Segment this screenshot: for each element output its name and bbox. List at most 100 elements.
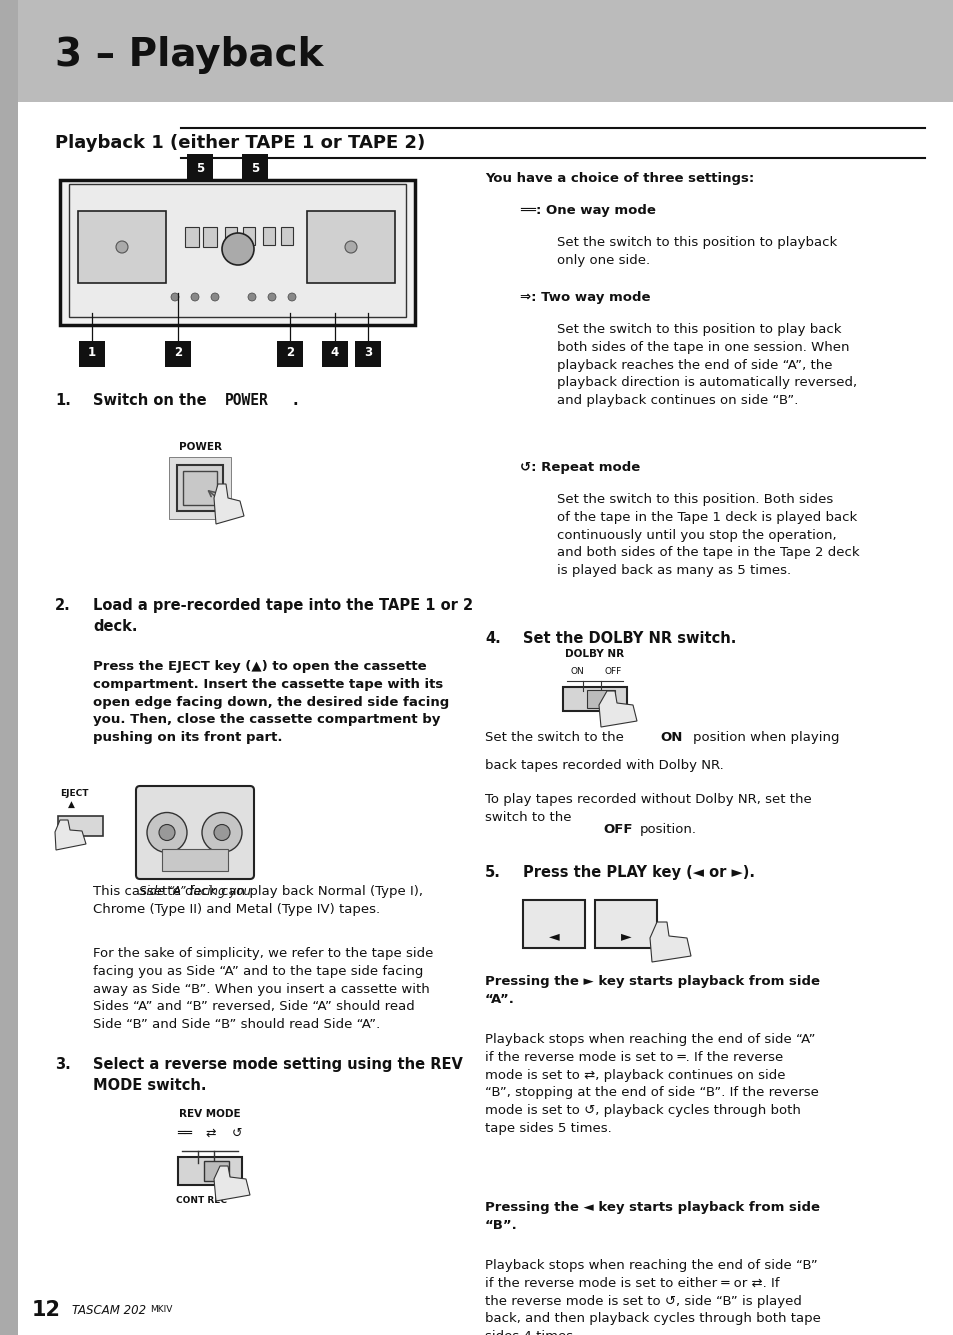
Text: Pressing the ◄ key starts playback from side
“B”.: Pressing the ◄ key starts playback from … [484, 1202, 820, 1232]
Bar [79, 340, 105, 367]
Text: EJECT: EJECT [60, 789, 89, 798]
Text: REV MODE: REV MODE [179, 1109, 240, 1119]
Bar [263, 227, 274, 246]
Text: POWER: POWER [225, 392, 269, 409]
Text: 1: 1 [88, 347, 96, 359]
Bar [69, 184, 406, 316]
Text: CONT REC: CONT REC [176, 1196, 227, 1206]
Circle shape [288, 292, 295, 300]
Bar [322, 340, 348, 367]
Bar [78, 211, 166, 283]
Text: OFF: OFF [604, 668, 621, 676]
Text: To play tapes recorded without Dolby NR, set the
switch to the: To play tapes recorded without Dolby NR,… [484, 793, 811, 824]
Bar [243, 227, 254, 246]
Text: Press the EJECT key (▲) to open the cassette
compartment. Insert the cassette ta: Press the EJECT key (▲) to open the cass… [92, 659, 449, 744]
Text: position when playing: position when playing [692, 732, 839, 744]
Bar [60, 180, 415, 324]
Text: You have a choice of three settings:: You have a choice of three settings: [484, 172, 754, 186]
Bar [242, 154, 268, 180]
Text: Playback stops when reaching the end of side “A”
if the reverse mode is set to ═: Playback stops when reaching the end of … [484, 1033, 818, 1135]
Bar [586, 690, 615, 708]
Text: 2: 2 [286, 347, 294, 359]
Circle shape [159, 825, 174, 841]
Circle shape [268, 292, 275, 300]
Bar [281, 227, 293, 246]
Text: 4.: 4. [484, 631, 500, 646]
Bar [187, 154, 213, 180]
FancyBboxPatch shape [162, 849, 228, 870]
Text: Side “A” facing you: Side “A” facing you [139, 885, 251, 898]
Text: ↺: Repeat mode: ↺: Repeat mode [519, 461, 639, 474]
Bar [177, 465, 223, 511]
Bar [276, 340, 303, 367]
Bar [595, 900, 657, 948]
Text: 5.: 5. [484, 865, 500, 880]
Circle shape [171, 292, 179, 300]
Text: Playback 1 (either TAPE 1 or TAPE 2): Playback 1 (either TAPE 1 or TAPE 2) [55, 134, 425, 152]
Bar [169, 457, 231, 519]
Bar [0, 0, 18, 1335]
Circle shape [213, 825, 230, 841]
Bar [185, 227, 199, 247]
Text: Playback stops when reaching the end of side “B”
if the reverse mode is set to e: Playback stops when reaching the end of … [484, 1259, 820, 1335]
Circle shape [191, 292, 199, 300]
Text: 3 – Playback: 3 – Playback [55, 36, 323, 73]
Text: .: . [292, 392, 297, 409]
Circle shape [211, 292, 219, 300]
Bar [203, 227, 216, 247]
Bar [183, 471, 216, 505]
Text: Select a reverse mode setting using the REV
MODE switch.: Select a reverse mode setting using the … [92, 1057, 462, 1093]
Bar [522, 900, 584, 948]
Text: Press the PLAY key (◄ or ►).: Press the PLAY key (◄ or ►). [522, 865, 754, 880]
Polygon shape [55, 820, 86, 850]
Text: POWER: POWER [178, 442, 221, 453]
Circle shape [202, 813, 242, 853]
Circle shape [147, 813, 187, 853]
Text: ══: ══ [177, 1127, 193, 1140]
Text: ►: ► [620, 929, 631, 943]
Bar [562, 688, 626, 712]
Text: This cassette deck can play back Normal (Type I),
Chrome (Type II) and Metal (Ty: This cassette deck can play back Normal … [92, 885, 422, 916]
Text: Set the switch to the: Set the switch to the [484, 732, 623, 744]
Text: ON: ON [570, 668, 583, 676]
Text: Set the switch to this position. Both sides
of the tape in the Tape 1 deck is pl: Set the switch to this position. Both si… [557, 493, 859, 577]
Text: ⇒: Two way mode: ⇒: Two way mode [519, 291, 650, 304]
Text: 2.: 2. [55, 598, 71, 613]
Text: ▲: ▲ [68, 800, 74, 809]
Bar [355, 340, 380, 367]
Text: TASCAM 202: TASCAM 202 [71, 1303, 146, 1316]
Polygon shape [213, 485, 244, 525]
Bar [178, 1157, 242, 1185]
Text: Pressing the ► key starts playback from side
“A”.: Pressing the ► key starts playback from … [484, 975, 820, 1005]
Polygon shape [213, 1165, 250, 1202]
Text: 3: 3 [363, 347, 372, 359]
Text: DOLBY NR: DOLBY NR [565, 649, 624, 659]
Bar [58, 816, 103, 836]
FancyBboxPatch shape [136, 786, 253, 878]
Text: PLAY: PLAY [540, 906, 567, 916]
Circle shape [345, 242, 356, 254]
Text: OFF: OFF [602, 822, 632, 836]
Text: 1.: 1. [55, 392, 71, 409]
Bar [204, 1161, 229, 1181]
Bar [165, 340, 191, 367]
Text: 2: 2 [173, 347, 182, 359]
Text: PLAY: PLAY [612, 906, 639, 916]
Circle shape [222, 234, 253, 266]
Bar [307, 211, 395, 283]
Text: 3.: 3. [55, 1057, 71, 1072]
Text: back tapes recorded with Dolby NR.: back tapes recorded with Dolby NR. [484, 760, 723, 772]
Circle shape [116, 242, 128, 254]
Text: MKIV: MKIV [150, 1306, 172, 1315]
Text: 4: 4 [331, 347, 338, 359]
Text: 12: 12 [32, 1300, 61, 1320]
Bar [18, 0, 953, 101]
Text: Switch on the: Switch on the [92, 392, 207, 409]
Polygon shape [598, 692, 637, 728]
Text: Set the switch to this position to play back
both sides of the tape in one sessi: Set the switch to this position to play … [557, 323, 856, 407]
Text: Set the switch to this position to playback
only one side.: Set the switch to this position to playb… [557, 236, 837, 267]
Bar [225, 227, 236, 246]
Text: ══: One way mode: ══: One way mode [519, 204, 655, 218]
Circle shape [248, 292, 255, 300]
Text: 5: 5 [195, 162, 204, 175]
